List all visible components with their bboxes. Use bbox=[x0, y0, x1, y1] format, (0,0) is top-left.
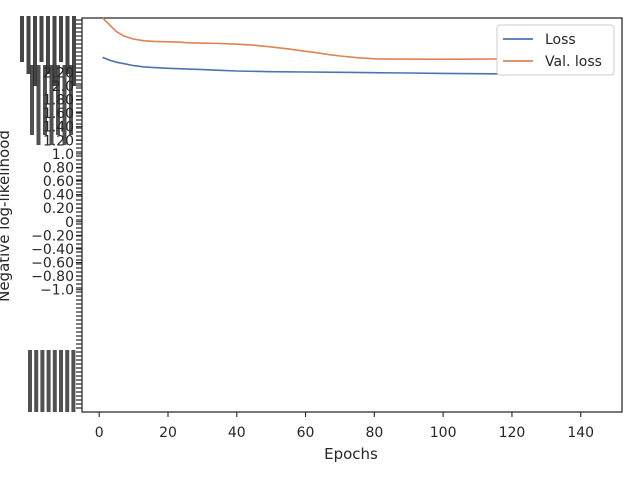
x-tick-label: 0 bbox=[95, 425, 104, 441]
x-tick-label: 40 bbox=[228, 425, 246, 441]
y-tick-label: 1.0 bbox=[52, 147, 74, 163]
y-tick-label: −1.0 bbox=[40, 283, 74, 299]
y-label-clutter bbox=[36, 65, 41, 145]
y-tick-label: −0.80 bbox=[31, 269, 74, 285]
x-tick-label: 140 bbox=[567, 425, 594, 441]
legend: Loss Val. loss bbox=[496, 24, 615, 76]
x-tick-label: 120 bbox=[499, 425, 526, 441]
x-tick-label: 60 bbox=[297, 425, 315, 441]
legend-box bbox=[496, 24, 615, 76]
legend-label: Loss bbox=[545, 32, 576, 48]
y-label-clutter bbox=[46, 350, 51, 412]
y-tick-label: −0.40 bbox=[31, 242, 74, 258]
y-label-clutter bbox=[56, 65, 60, 135]
y-axis-label: Negative log-likelihood bbox=[0, 130, 13, 302]
y-tick-label: 1.40 bbox=[43, 120, 74, 136]
y-tick-label: 0.40 bbox=[43, 188, 74, 204]
y-tick-label: 1.80 bbox=[43, 93, 74, 109]
y-label-clutter bbox=[59, 16, 63, 62]
plot-area bbox=[81, 17, 623, 413]
y-label-clutter bbox=[20, 16, 24, 62]
y-label-clutter bbox=[71, 350, 76, 412]
y-label-clutter bbox=[39, 16, 44, 62]
y-label-clutter bbox=[26, 16, 31, 74]
y-tick-label: 1.20 bbox=[43, 133, 74, 149]
y-label-clutter bbox=[59, 350, 63, 412]
y-label-clutter bbox=[69, 65, 73, 135]
y-tick-label: 2.0 bbox=[52, 79, 74, 95]
x-axis-ticks: 0 20 40 60 80 100 120 140 bbox=[95, 412, 594, 441]
y-label-clutter bbox=[52, 16, 57, 86]
y-label-clutter bbox=[65, 16, 70, 74]
y-tick-label: 0 bbox=[65, 215, 74, 231]
x-tick-label: 100 bbox=[430, 425, 457, 441]
y-label-clutter bbox=[30, 65, 34, 135]
y-tick-label: −0.60 bbox=[31, 256, 74, 272]
y-tick-label: 1.60 bbox=[43, 106, 74, 122]
y-label-clutter bbox=[65, 350, 70, 412]
y-label-clutter bbox=[46, 16, 50, 74]
y-tick-label: 2.20 bbox=[43, 65, 74, 81]
y-tick-label: 0.80 bbox=[43, 160, 74, 176]
y-label-clutter bbox=[62, 65, 67, 145]
legend-label: Val. loss bbox=[545, 54, 602, 70]
y-label-clutter bbox=[34, 350, 39, 412]
plot-frame bbox=[81, 17, 623, 413]
y-tick-label: −0.20 bbox=[31, 228, 74, 244]
y-label-clutter bbox=[49, 65, 54, 145]
y-label-clutter bbox=[33, 16, 37, 86]
x-tick-label: 80 bbox=[365, 425, 383, 441]
y-label-clutter bbox=[28, 350, 32, 412]
y-label-clutter bbox=[52, 350, 57, 412]
x-tick-label: 20 bbox=[159, 425, 177, 441]
y-tick-label: 0.20 bbox=[43, 201, 74, 217]
y-label-clutter bbox=[43, 65, 47, 135]
y-label-clutter bbox=[72, 16, 76, 86]
y-axis-ticks: −1.0−0.80−0.60−0.40−0.2000.200.400.600.8… bbox=[20, 16, 82, 412]
x-axis-label: Epochs bbox=[324, 445, 378, 463]
y-label-clutter bbox=[40, 350, 45, 412]
y-tick-label: 0.60 bbox=[43, 174, 74, 190]
